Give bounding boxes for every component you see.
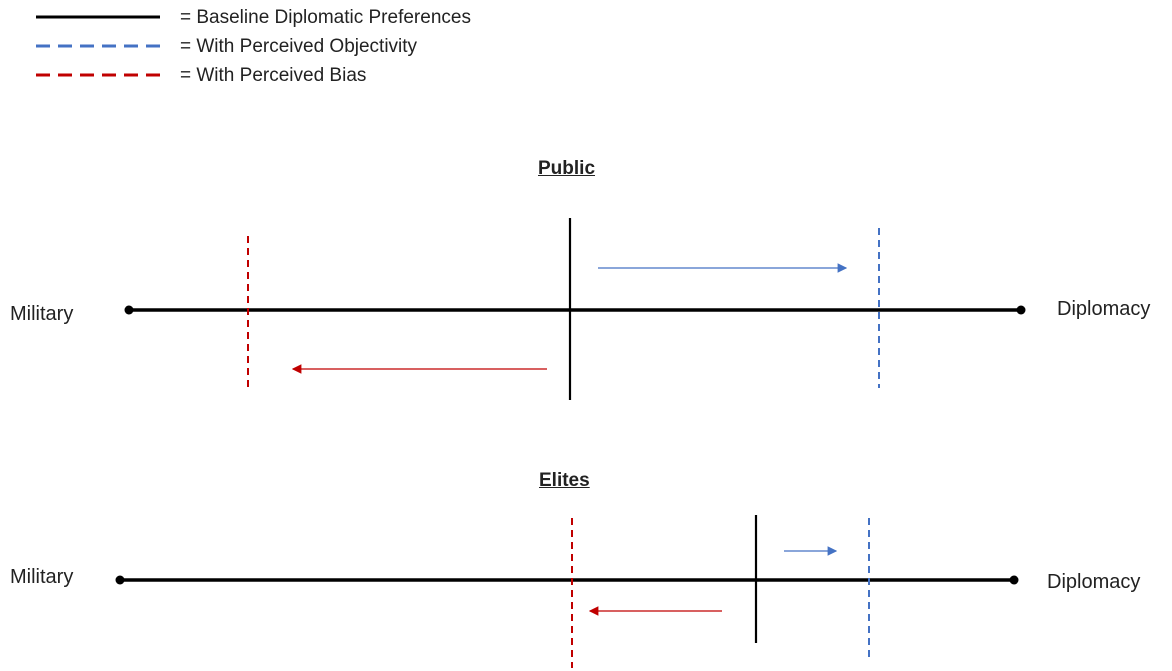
public-axis-left-endpoint xyxy=(124,305,134,315)
elites-axis-right-endpoint xyxy=(1009,575,1019,585)
legend-label-baseline: = Baseline Diplomatic Preferences xyxy=(180,7,471,28)
elites-panel xyxy=(115,515,1019,668)
legend-label-bias: = With Perceived Bias xyxy=(180,65,367,86)
elites-left-label: Military xyxy=(10,566,74,588)
public-axis-right-endpoint xyxy=(1016,305,1026,315)
public-panel xyxy=(124,218,1026,400)
elites-panel-title: Elites xyxy=(539,470,590,491)
elites-axis-left-endpoint xyxy=(115,575,125,585)
public-left-label: Military xyxy=(10,303,74,325)
public-panel-title: Public xyxy=(538,158,596,179)
public-right-label: Diplomacy xyxy=(1057,298,1151,320)
legend-label-objectivity: = With Perceived Objectivity xyxy=(180,36,418,57)
elites-right-label: Diplomacy xyxy=(1047,571,1141,593)
